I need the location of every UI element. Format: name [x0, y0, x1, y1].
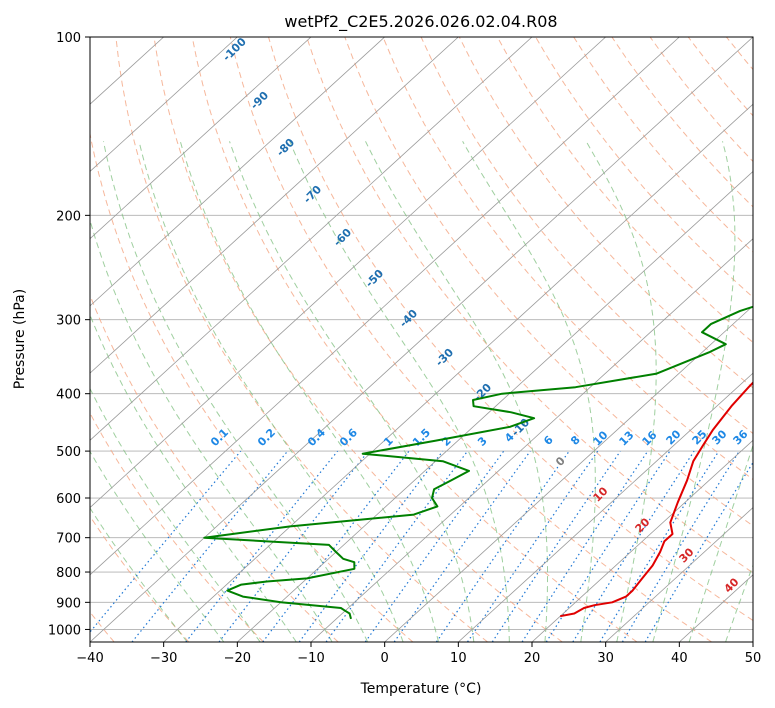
moist-adiabat: [90, 313, 297, 642]
y-tick-label: 700: [56, 532, 81, 547]
dry-adiabat: [496, 37, 753, 344]
y-tick-label: 500: [56, 445, 81, 460]
plot-frame: [89, 36, 754, 643]
x-tick-label: 0: [381, 651, 389, 666]
isotherm: [90, 37, 385, 307]
x-axis: −40 −30 −20 −10 0 10 20 30 40 50: [76, 642, 761, 666]
moist-adiabat: [652, 141, 736, 642]
isotherm: [90, 37, 238, 172]
dry-adiabat: [382, 37, 753, 481]
moist-adiabat: [585, 141, 657, 642]
moist-adiabat: [289, 141, 510, 642]
moist-adiabat: [138, 141, 404, 642]
dry-adiabat: [535, 37, 753, 298]
y-tick-label: 900: [56, 596, 81, 611]
dry-adiabat: [90, 412, 264, 642]
mixing-ratio-line: [393, 450, 531, 642]
isotherm: [90, 37, 459, 374]
y-tick-label: 1000: [48, 623, 81, 638]
mixing-ratio-line: [621, 450, 740, 642]
y-tick-label: 400: [56, 388, 81, 403]
y-tick-label: 100: [56, 31, 81, 46]
moist-adiabat: [725, 563, 753, 642]
y-axis: 100 200 300 400 500 600 700 800 900 1000: [48, 31, 90, 638]
mixing-ratio-line: [466, 450, 599, 642]
x-tick-label: −10: [297, 651, 324, 666]
sounding-profiles: [203, 305, 753, 620]
x-tick-label: −20: [224, 651, 251, 666]
moist-adiabat: [90, 218, 333, 642]
mixing-ratio-line: [599, 450, 720, 642]
mixing-ratio-line: [262, 450, 410, 642]
dry-adiabat: [90, 293, 339, 642]
moist-adiabat: [90, 507, 188, 642]
isotherm: [90, 37, 533, 441]
x-tick-label: 30: [597, 651, 614, 666]
dry-adiabat: [306, 37, 753, 574]
y-tick-label: 200: [56, 209, 81, 224]
dry-adiabat: [115, 37, 488, 642]
dry-adiabat: [229, 37, 712, 642]
moist-adiabat: [103, 141, 369, 642]
isotherm: [90, 37, 680, 576]
mixing-ratio-line: [545, 450, 671, 642]
x-tick-label: 40: [671, 651, 688, 666]
mixing-ratio-line: [185, 450, 339, 642]
x-axis-title: Temperature (°C): [360, 681, 482, 697]
x-tick-label: 10: [450, 651, 467, 666]
x-tick-label: 50: [745, 651, 762, 666]
chart-title: wetPf2_C2E5.2026.026.02.04.R08: [284, 12, 557, 32]
dry-adiabat: [268, 37, 753, 622]
y-tick-label: 600: [56, 492, 81, 507]
plot-area: -100-90-80-70-60-50-40-30-20-100.1 0.2 0.4…: [90, 37, 753, 642]
mixing-ratio-line: [521, 450, 649, 642]
mixing-ratio-line: [491, 450, 621, 642]
isotherm: [605, 507, 753, 642]
dry-adiabat: [153, 37, 563, 642]
y-tick-label: 300: [56, 314, 81, 329]
dry-adiabat: [90, 131, 414, 642]
isotherm: [90, 37, 312, 240]
isotherm: [237, 170, 753, 642]
x-tick-label: −40: [76, 651, 103, 666]
x-tick-label: 20: [524, 651, 541, 666]
mixing-ratio-line: [435, 450, 570, 642]
dry-adiabat: [90, 515, 190, 642]
isotherm: [90, 37, 606, 509]
dry-adiabat: [191, 37, 638, 642]
moist-adiabat: [688, 443, 753, 642]
isotherm: [458, 372, 753, 642]
dewpoint-profile: [203, 305, 753, 620]
temperature-profile: [560, 381, 753, 618]
y-tick-label: 800: [56, 566, 81, 581]
isotherm: [90, 37, 753, 642]
isotherm: [310, 238, 753, 642]
x-tick-label: −30: [150, 651, 177, 666]
y-axis-title: Pressure (hPa): [12, 289, 28, 389]
moist-adiabat: [179, 141, 439, 642]
moist-adiabat: [462, 141, 596, 642]
mixing-ratio-line: [572, 450, 695, 642]
isotherm: [531, 439, 753, 642]
